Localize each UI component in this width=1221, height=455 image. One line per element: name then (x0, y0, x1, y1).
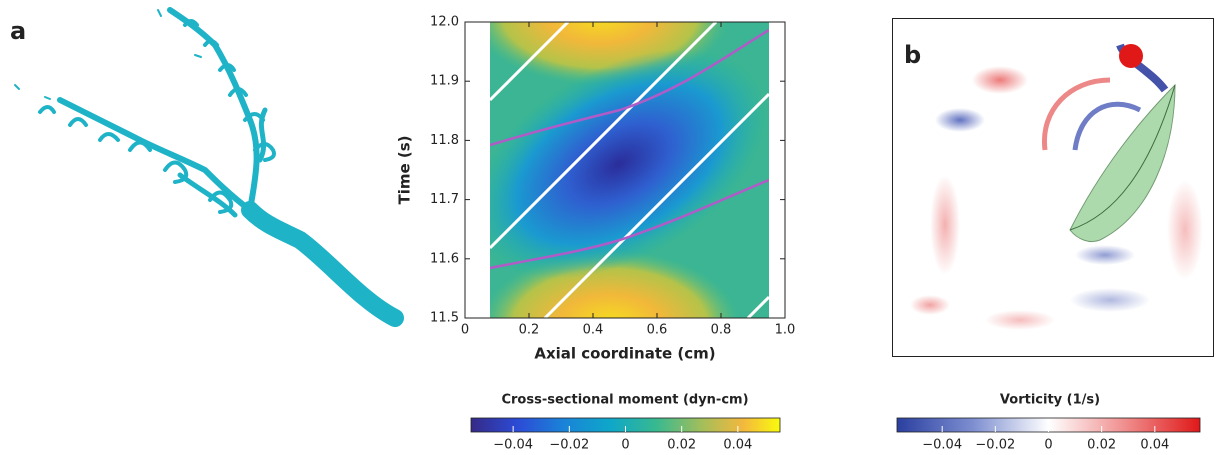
tube-illustration (14, 7, 404, 327)
colorbar-tick-label: 0.04 (1140, 438, 1169, 453)
colorbar-tick-label: 0 (1044, 438, 1052, 453)
x-axis-label: Axial coordinate (cm) (534, 345, 715, 363)
y-tick-label: 11.8 (430, 133, 459, 148)
colorbar-tick-label: 0 (621, 438, 629, 453)
phase-curves (490, 28, 769, 270)
y-tick-label: 12.0 (430, 15, 459, 30)
x-tick-label: 0.4 (583, 323, 604, 338)
colorbar-title: Vorticity (1/s) (1000, 393, 1100, 408)
moment-field (490, 22, 769, 318)
colorbar-tick-label: −0.04 (493, 438, 533, 453)
y-tick-label: 11.6 (430, 251, 459, 266)
x-tick-label: 0.6 (647, 323, 668, 338)
colorbar-tick-label: −0.02 (549, 438, 589, 453)
characteristic-lines (490, 22, 769, 318)
x-tick-label: 0 (461, 323, 469, 338)
y-axis-label: Time (s) (396, 135, 414, 204)
y-tick-label: 11.7 (430, 192, 459, 207)
panel-label: b (904, 41, 921, 69)
x-tick-label: 0.2 (519, 323, 540, 338)
panel-label: a (10, 17, 26, 45)
x-tick-label: 0.8 (711, 323, 732, 338)
plot-frame (464, 21, 786, 319)
image-frame (892, 18, 1214, 357)
colorbar-tick-label: 0.02 (667, 438, 696, 453)
vorticity-image (893, 19, 1213, 356)
colorbar-tick-label: 0.02 (1087, 438, 1116, 453)
colorbar-title: Cross-sectional moment (dyn-cm) (501, 393, 748, 408)
colorbar-tick-label: 0.04 (723, 438, 752, 453)
colorbar-tick-label: −0.02 (975, 438, 1015, 453)
y-tick-label: 11.9 (430, 74, 459, 89)
colorbar-tick-label: −0.04 (922, 438, 962, 453)
y-tick-label: 11.5 (430, 311, 459, 326)
x-tick-label: 1.0 (775, 323, 796, 338)
